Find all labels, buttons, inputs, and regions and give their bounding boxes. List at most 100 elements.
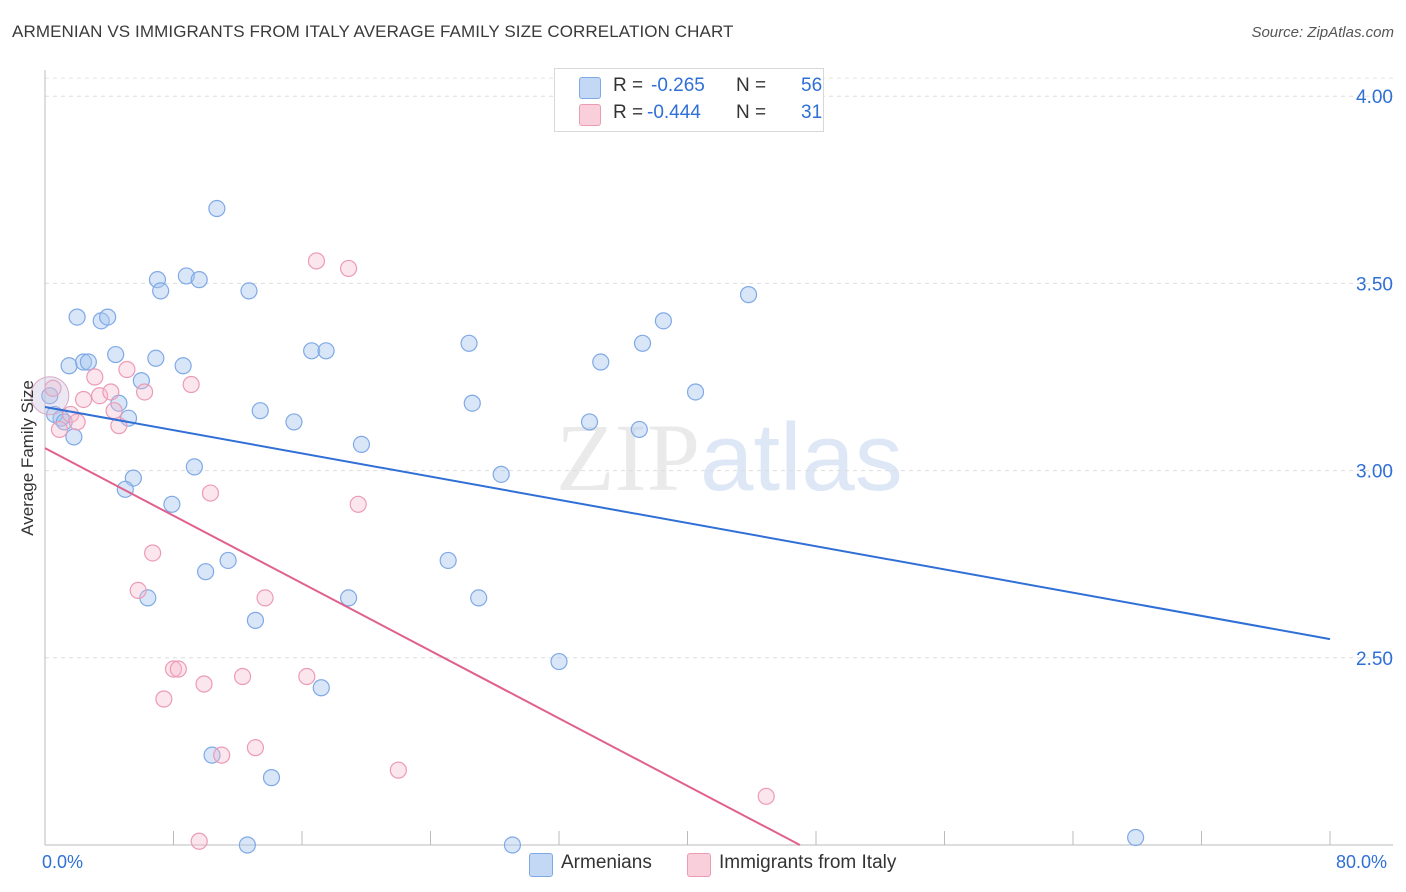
data-point-armenians	[630, 420, 648, 439]
data-point-italy	[155, 690, 173, 708]
data-point-armenians	[177, 267, 195, 285]
data-point-armenians	[152, 282, 170, 300]
trend-lines	[44, 405, 1331, 846]
data-point-armenians	[203, 746, 221, 764]
y-tick-label: 2.50	[1356, 649, 1393, 670]
data-point-armenians	[739, 286, 758, 304]
data-point-armenians	[352, 435, 371, 453]
legend-r-label: R =	[613, 102, 644, 123]
data-point-italy	[757, 787, 775, 805]
data-point-italy	[135, 383, 154, 401]
source-label: Source: ZipAtlas.com	[1251, 24, 1394, 41]
data-point-armenians	[492, 465, 510, 483]
y-tick-labels: 2.50 3.00 3.50 4.00	[1356, 87, 1393, 670]
data-point-armenians	[147, 349, 165, 367]
data-point-italy	[102, 383, 120, 401]
data-point-armenians	[208, 199, 226, 218]
legend-swatch-armenians	[579, 77, 601, 99]
data-point-armenians	[550, 652, 568, 671]
data-point-armenians	[303, 342, 321, 360]
data-point-italy	[349, 495, 367, 513]
data-point-armenians	[240, 282, 258, 300]
trend-line-italy	[44, 447, 801, 846]
grid-lines	[45, 77, 1393, 659]
data-point-armenians	[633, 334, 652, 352]
data-point-italy	[190, 832, 208, 850]
data-point-armenians	[439, 551, 457, 570]
data-points	[30, 199, 1145, 854]
data-point-italy	[339, 259, 358, 278]
data-point-armenians	[592, 353, 610, 371]
watermark-zip: ZIP	[556, 404, 700, 511]
bottom-legend-label-armenians: Armenians	[561, 852, 652, 873]
data-point-armenians	[317, 342, 335, 360]
data-point-italy	[44, 379, 62, 397]
data-point-italy	[389, 761, 407, 779]
legend-r-value: -0.265	[651, 75, 705, 96]
bottom-legend-swatch-armenians	[529, 853, 553, 877]
legend-swatch-italy	[579, 104, 601, 126]
legend-n-value: 31	[801, 102, 823, 123]
data-point-italy	[118, 360, 136, 379]
legend-r-label: R =	[613, 75, 644, 96]
trend-line-armenians	[44, 405, 1331, 641]
data-point-armenians	[339, 589, 358, 607]
data-point-armenians	[68, 308, 86, 326]
data-point-armenians	[148, 271, 167, 289]
data-point-italy	[105, 402, 123, 420]
data-point-italy	[91, 387, 109, 405]
data-point-armenians	[1127, 828, 1145, 847]
data-point-armenians	[219, 551, 237, 570]
legend-n-label: N =	[736, 102, 767, 123]
axes	[44, 70, 1393, 846]
data-point-armenians	[79, 353, 97, 371]
data-point-armenians	[580, 413, 599, 431]
data-point-armenians	[107, 345, 125, 364]
data-point-italy	[182, 375, 200, 394]
bottom-legend-swatch-italy	[687, 853, 711, 877]
data-point-armenians	[463, 394, 481, 412]
data-point-cluster	[30, 376, 70, 416]
data-point-italy	[246, 739, 265, 757]
data-point-armenians	[65, 428, 83, 446]
data-point-armenians	[654, 312, 673, 330]
y-axis-label: Average Family Size	[18, 380, 37, 536]
data-point-armenians	[238, 836, 256, 854]
watermark: ZIPatlas	[556, 402, 903, 513]
x-tick-label-min: 0.0%	[42, 852, 84, 872]
data-point-armenians	[132, 372, 150, 390]
data-point-armenians	[174, 357, 192, 375]
data-point-armenians	[60, 357, 78, 375]
data-point-italy	[68, 413, 86, 431]
data-point-armenians	[503, 836, 522, 854]
data-point-armenians	[99, 308, 117, 326]
data-point-armenians	[185, 458, 203, 476]
data-point-italy	[74, 390, 93, 409]
data-point-italy	[233, 667, 252, 686]
data-point-italy	[201, 484, 220, 502]
data-point-armenians	[197, 563, 215, 581]
data-point-italy	[164, 660, 183, 678]
data-point-italy	[298, 667, 316, 686]
data-point-italy	[213, 746, 231, 764]
watermark-atlas: atlas	[700, 404, 903, 511]
y-tick-label: 3.00	[1356, 462, 1393, 483]
y-tick-label: 3.50	[1356, 274, 1393, 295]
data-point-armenians	[163, 495, 181, 513]
data-point-armenians	[312, 679, 330, 697]
x-tick-label-max: 80.0%	[1336, 852, 1388, 872]
data-point-italy	[86, 368, 104, 386]
data-point-italy	[195, 675, 213, 693]
correlation-legend: R = -0.265 N = 56 R = -0.444 N = 31	[554, 68, 824, 132]
data-point-armenians	[190, 271, 208, 289]
data-point-italy	[256, 589, 274, 607]
legend-r-value: -0.444	[647, 102, 701, 123]
data-point-armenians	[74, 353, 93, 371]
data-point-italy	[144, 544, 162, 562]
bottom-legend-label-italy: Immigrants from Italy	[719, 852, 897, 873]
data-point-italy	[129, 581, 147, 600]
data-point-armenians	[460, 334, 478, 352]
data-point-armenians	[251, 402, 269, 420]
data-point-armenians	[262, 769, 281, 787]
